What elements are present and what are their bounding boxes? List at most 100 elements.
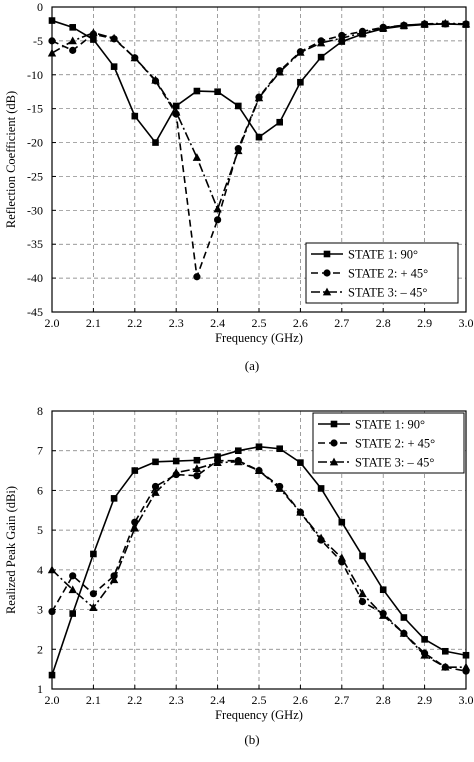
- data-point: [172, 468, 181, 476]
- y-axis-label: Realized Peak Gain (dBi): [4, 486, 18, 614]
- data-point: [48, 607, 56, 616]
- data-point: [359, 552, 366, 560]
- chart-panel-bottom: 2.0 2.1 2.2 2.3 2.4 2.5 2.6 2.7 2.8 2.9 3.0 1 2 3 4 5 6 7…: [4, 404, 474, 747]
- y-tick-label: -40: [27, 271, 43, 285]
- x-tick-label: 2.0: [45, 316, 60, 330]
- y-axis-label: Reflection Coefficient (dB): [4, 91, 18, 228]
- legend-label: STATE 2: + 45°: [355, 437, 435, 451]
- x-axis-label: Frequency (GHz): [215, 708, 303, 722]
- data-point: [69, 24, 76, 31]
- data-point: [442, 647, 449, 655]
- data-point: [131, 467, 139, 474]
- x-tick-label: 3.0: [459, 316, 474, 330]
- y-tick-label: 8: [37, 404, 43, 418]
- y-tick-label: 6: [37, 483, 43, 497]
- data-point: [461, 19, 471, 28]
- data-point: [214, 216, 222, 224]
- y-tick-label: -25: [27, 169, 43, 183]
- legend: STATE 1: 90° STATE 2: + 45° STATE 3: – 45°: [312, 412, 465, 474]
- data-point: [90, 550, 97, 558]
- y-tick-label: 0: [37, 0, 43, 14]
- legend-marker: [323, 269, 331, 277]
- data-point: [275, 484, 284, 492]
- data-point: [47, 565, 57, 574]
- data-point: [151, 482, 160, 491]
- data-point: [337, 33, 346, 42]
- legend-box: [305, 242, 459, 304]
- x-tick-label: 2.1: [86, 316, 101, 330]
- data-point: [296, 507, 305, 516]
- data-point: [151, 488, 160, 496]
- x-tick-label: 2.8: [376, 693, 391, 707]
- data-point: [152, 139, 159, 146]
- data-point: [89, 28, 98, 37]
- legend-label: STATE 1: 90°: [355, 418, 425, 432]
- data-point: [152, 458, 159, 466]
- x-tick-label: 2.4: [210, 316, 225, 330]
- y-tick-label: 2: [37, 642, 43, 656]
- data-point: [379, 586, 387, 594]
- data-point: [90, 36, 97, 43]
- data-point: [48, 37, 56, 45]
- x-axis-label: Frequency (GHz): [215, 331, 303, 345]
- data-point: [69, 46, 77, 54]
- data-point: [358, 589, 367, 598]
- x-tick-label: 2.4: [210, 693, 225, 707]
- data-point: [110, 63, 118, 70]
- data-point: [214, 453, 221, 460]
- y-tick-label: -5: [33, 34, 43, 48]
- legend-marker: [329, 457, 339, 466]
- data-point: [316, 38, 326, 47]
- x-tick-label: 2.2: [127, 316, 142, 330]
- data-point: [296, 48, 305, 56]
- data-point: [48, 17, 56, 24]
- data-point: [69, 572, 77, 580]
- data-point: [337, 553, 346, 562]
- data-point: [110, 495, 118, 502]
- data-point: [441, 662, 450, 671]
- data-point: [276, 118, 283, 126]
- data-point: [338, 518, 346, 526]
- legend-label: STATE 3: – 45°: [348, 286, 427, 300]
- data-point: [255, 443, 263, 451]
- series-line: [51, 22, 467, 212]
- y-tick-label: 4: [37, 563, 43, 577]
- data-point: [254, 93, 264, 102]
- data-point: [151, 75, 160, 84]
- data-point: [130, 523, 139, 532]
- data-point: [420, 19, 429, 28]
- data-point: [379, 23, 388, 32]
- legend-label: STATE 2: + 45°: [348, 267, 428, 281]
- x-tick-label: 2.7: [334, 316, 349, 330]
- y-tick-label: -35: [27, 237, 43, 251]
- data-point: [254, 466, 264, 474]
- data-point: [192, 153, 202, 161]
- data-point: [131, 112, 139, 120]
- y-tick-label: 5: [37, 523, 43, 537]
- figure-caption: (a): [245, 358, 259, 373]
- data-point: [420, 650, 429, 659]
- data-point: [214, 88, 221, 96]
- x-tick-label: 2.5: [252, 316, 267, 330]
- x-tick-label: 2.5: [252, 693, 267, 707]
- data-point: [461, 662, 471, 671]
- legend: STATE 1: 90° STATE 2: + 45° STATE 3: – 45°: [305, 242, 459, 304]
- y-tick-label: -20: [27, 136, 43, 150]
- x-tick-label: 2.0: [45, 693, 60, 707]
- data-point: [172, 457, 180, 465]
- data-point: [172, 107, 181, 116]
- legend-box: [312, 412, 465, 474]
- figure-caption: (b): [244, 732, 259, 747]
- data-point: [234, 457, 243, 466]
- y-tick-label: -45: [27, 305, 43, 319]
- data-point: [47, 48, 57, 57]
- data-point: [89, 590, 97, 598]
- legend-label: STATE 3: – 45°: [355, 456, 434, 470]
- data-point: [193, 456, 201, 464]
- series-3: [47, 18, 471, 213]
- y-tick-label: -30: [27, 203, 43, 217]
- x-tick-label: 3.0: [459, 693, 474, 707]
- series-1: [48, 443, 470, 679]
- data-point: [235, 447, 242, 455]
